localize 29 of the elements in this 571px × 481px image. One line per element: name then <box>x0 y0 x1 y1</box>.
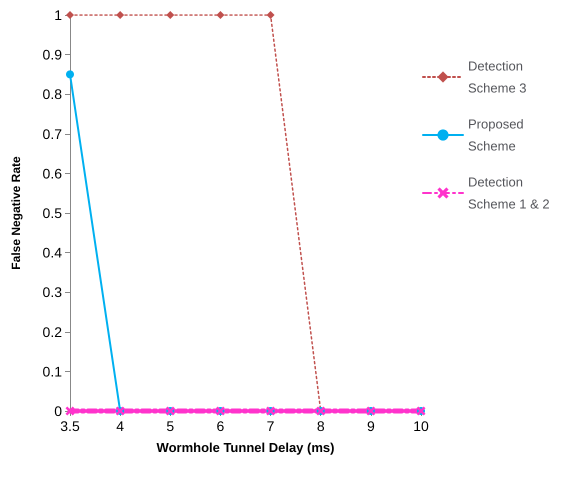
x-tick-label: 8 <box>316 418 325 434</box>
y-tick-label: 1 <box>54 7 62 23</box>
x-axis-title: Wormhole Tunnel Delay (ms) <box>156 440 334 455</box>
x-tick-label: 10 <box>413 418 429 434</box>
point <box>266 11 275 19</box>
x-tick-label: 3.5 <box>60 418 80 434</box>
point <box>66 70 74 78</box>
legend-label: Detection Scheme 1 & 2 <box>468 174 550 212</box>
y-tick-label: 0.7 <box>42 126 62 142</box>
y-tick-label: 0.6 <box>42 165 62 182</box>
y-tick-label: 0.5 <box>42 205 62 221</box>
x-tick-label: 9 <box>366 418 375 434</box>
y-tick-label: 0.3 <box>42 284 62 300</box>
point <box>166 11 174 19</box>
x-tick-label: 4 <box>116 418 124 434</box>
legend-label: Detection Scheme 3 <box>468 58 527 96</box>
y-axis-title: False Negative Rate <box>9 156 23 270</box>
x-tick-label: 5 <box>166 418 174 434</box>
y-tick-label: 0 <box>54 403 62 419</box>
y-tick-label: 0.2 <box>42 324 62 340</box>
y-tick-label: 0.9 <box>42 46 62 63</box>
point <box>116 11 124 19</box>
point <box>216 11 224 19</box>
x-tick-label: 6 <box>216 418 225 434</box>
legend-label: Proposed Scheme <box>468 116 528 154</box>
y-tick-label: 0.8 <box>42 86 62 102</box>
x-tick-label: 7 <box>266 418 275 434</box>
y-tick-label: 0.4 <box>42 244 62 261</box>
y-tick-label: 0.1 <box>42 363 62 380</box>
